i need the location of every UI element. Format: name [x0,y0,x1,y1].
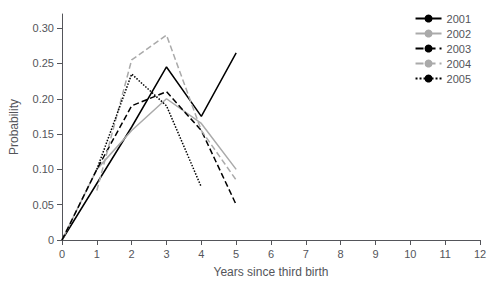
svg-text:9: 9 [372,248,378,260]
svg-text:10: 10 [404,248,416,260]
svg-text:Years since third birth: Years since third birth [214,265,329,279]
svg-text:2: 2 [129,248,135,260]
svg-text:3: 3 [163,248,169,260]
svg-text:6: 6 [268,248,274,260]
svg-text:12: 12 [474,248,486,260]
svg-text:5: 5 [233,248,239,260]
svg-text:Probability: Probability [7,99,21,155]
svg-text:0.15: 0.15 [33,128,54,140]
svg-text:1: 1 [94,248,100,260]
svg-text:0: 0 [48,234,54,246]
svg-text:4: 4 [198,248,204,260]
svg-text:2004: 2004 [447,58,471,70]
svg-text:0.30: 0.30 [33,22,54,34]
svg-text:0.25: 0.25 [33,57,54,69]
svg-text:0.05: 0.05 [33,199,54,211]
svg-text:0.20: 0.20 [33,93,54,105]
svg-text:0: 0 [59,248,65,260]
svg-text:7: 7 [303,248,309,260]
svg-text:2005: 2005 [447,73,471,85]
svg-text:2001: 2001 [447,13,471,25]
svg-text:2003: 2003 [447,43,471,55]
svg-text:8: 8 [338,248,344,260]
svg-text:2002: 2002 [447,28,471,40]
svg-text:11: 11 [439,248,450,260]
svg-text:0.10: 0.10 [33,163,54,175]
